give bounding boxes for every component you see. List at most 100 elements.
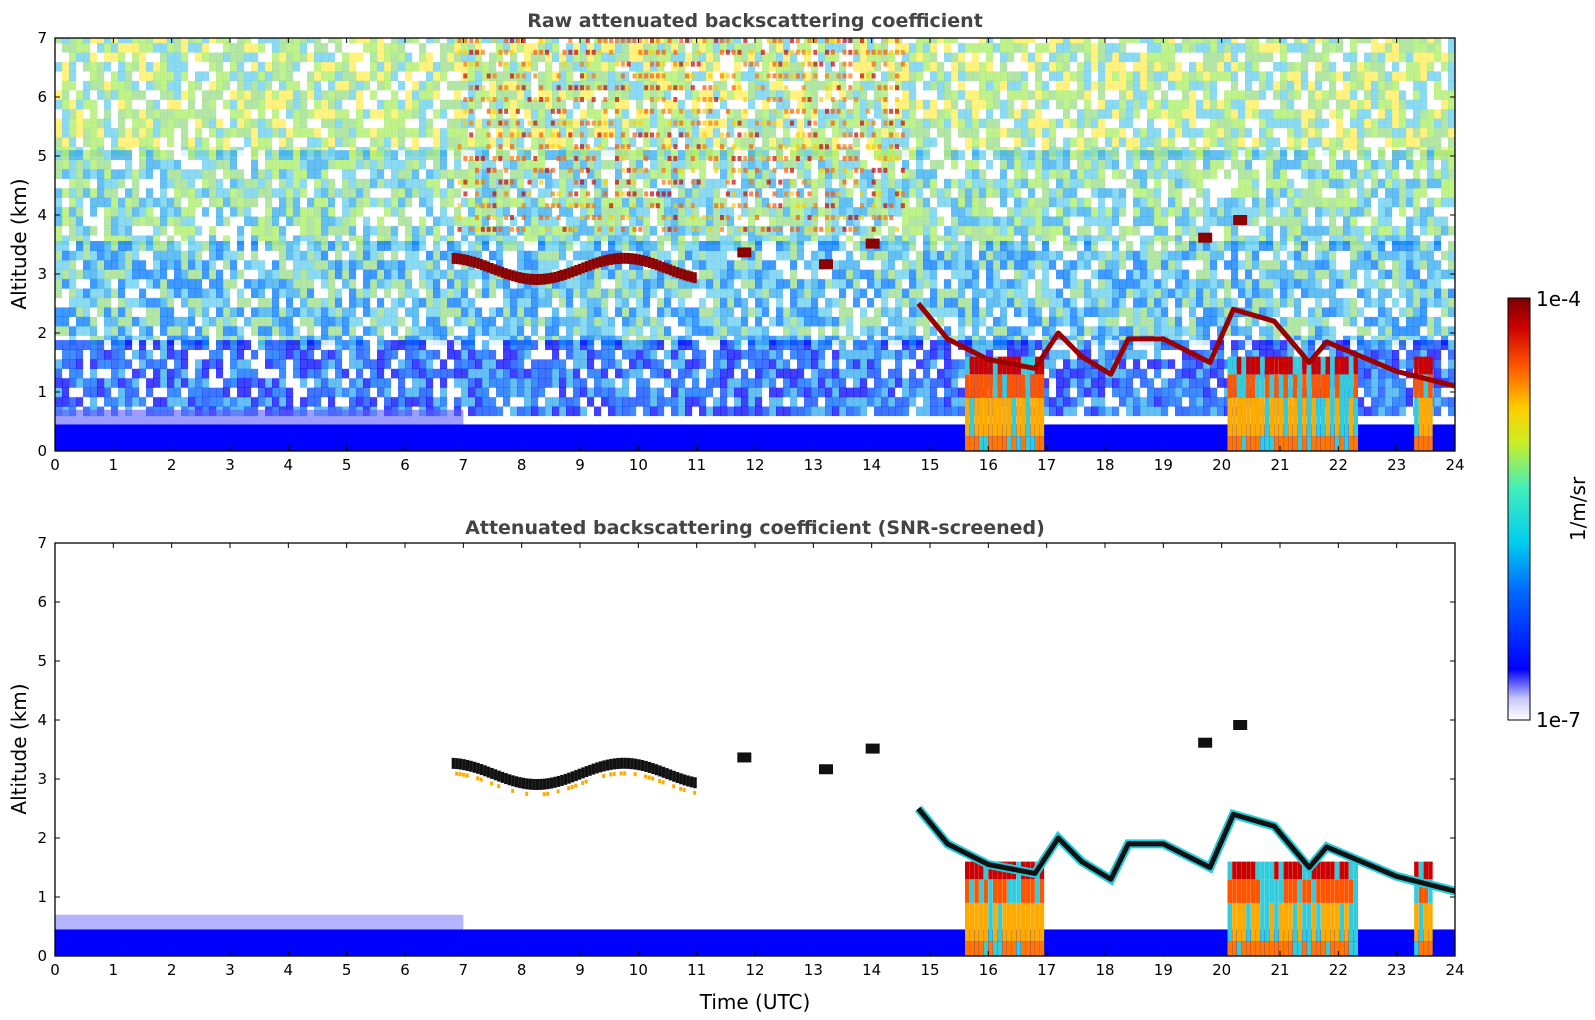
noise-cell: [265, 187, 273, 198]
noise-cell: [762, 71, 770, 81]
noise-cell: [804, 259, 812, 270]
noise-cell: [377, 368, 385, 379]
noise-cell: [349, 377, 357, 388]
noise-cell: [559, 216, 567, 227]
noise-cell: [699, 52, 707, 63]
noise-cell: [797, 108, 805, 119]
noise-cell: [321, 159, 329, 170]
noise-cell: [860, 89, 868, 100]
noise-cell: [398, 52, 406, 63]
noise-cell: [384, 358, 392, 369]
noise-cell: [167, 278, 175, 289]
noise-cell: [328, 358, 336, 369]
noise-cell: [328, 250, 336, 261]
noise-cell: [643, 197, 651, 208]
noise-cell: [811, 137, 819, 148]
noise-cell: [531, 168, 539, 179]
noise-cell: [419, 307, 427, 317]
noise-cell: [853, 358, 861, 369]
noise-cell: [629, 406, 637, 417]
noise-cell: [216, 288, 224, 299]
noise-cell: [881, 297, 889, 308]
noise-cell: [55, 108, 63, 119]
noise-cell: [293, 307, 301, 317]
noise-cell: [860, 396, 868, 407]
noise-cell: [538, 187, 546, 198]
noise-cell: [482, 187, 490, 198]
noise-cell: [762, 288, 770, 299]
noise-cell: [223, 150, 231, 161]
noise-cell: [328, 278, 336, 289]
noise-cell: [244, 216, 252, 227]
noise-cell: [510, 349, 518, 360]
noise-cell: [475, 325, 483, 336]
noise-cell: [230, 377, 238, 388]
noise-cell: [748, 150, 756, 161]
noise-cell: [335, 250, 343, 261]
noise-cell: [510, 206, 518, 217]
noise-cell: [594, 71, 602, 81]
noise-cell: [83, 377, 91, 388]
noise-cell: [832, 387, 840, 398]
noise-cell: [202, 297, 210, 308]
noise-cell: [496, 406, 504, 417]
noise-cell: [377, 396, 385, 407]
noise-cell: [286, 108, 294, 119]
noise-cell: [832, 80, 840, 91]
noise-cell: [671, 278, 679, 289]
noise-cell: [132, 225, 140, 236]
noise-cell: [706, 150, 714, 161]
noise-cell: [279, 118, 287, 129]
noise-cell: [608, 387, 616, 398]
noise-cell: [776, 325, 784, 336]
noise-cell: [153, 168, 161, 179]
noise-cell: [356, 325, 364, 336]
noise-cell: [62, 52, 70, 63]
noise-cell: [426, 340, 434, 351]
noise-cell: [188, 387, 196, 398]
noise-cell: [83, 118, 91, 129]
noise-cell: [608, 288, 616, 299]
noise-cell: [601, 340, 609, 351]
noise-cell: [545, 316, 553, 327]
noise-cell: [748, 377, 756, 388]
noise-cell: [601, 358, 609, 369]
noise-cell: [748, 358, 756, 369]
noise-cell: [692, 89, 700, 100]
noise-cell: [538, 108, 546, 119]
noise-cell: [216, 235, 224, 245]
noise-cell: [734, 108, 742, 119]
noise-cell: [580, 137, 588, 148]
noise-cell: [496, 235, 504, 245]
noise-cell: [454, 187, 462, 198]
noise-cell: [811, 52, 819, 63]
noise-cell: [426, 259, 434, 270]
noise-cell: [615, 325, 623, 336]
noise-cell: [839, 52, 847, 63]
noise-cell: [881, 288, 889, 299]
noise-cell: [412, 387, 420, 398]
noise-cell: [881, 240, 889, 251]
noise-cell: [601, 325, 609, 336]
noise-cell: [167, 240, 175, 251]
noise-cell: [132, 259, 140, 270]
noise-cell: [251, 297, 259, 308]
noise-cell: [734, 197, 742, 208]
noise-cell: [510, 150, 518, 161]
noise-cell: [461, 89, 469, 100]
noise-cell: [622, 216, 630, 227]
noise-cell: [461, 168, 469, 179]
noise-cell: [300, 358, 308, 369]
noise-cell: [664, 216, 672, 227]
noise-cell: [706, 387, 714, 398]
noise-cell: [202, 42, 210, 53]
noise-cell: [279, 108, 287, 119]
noise-cell: [76, 240, 84, 251]
noise-cell: [622, 89, 630, 100]
noise-cell: [426, 42, 434, 53]
noise-cell: [615, 89, 623, 100]
noise-cell: [594, 89, 602, 100]
noise-cell: [405, 61, 413, 72]
noise-cell: [279, 216, 287, 227]
noise-cell: [461, 325, 469, 336]
